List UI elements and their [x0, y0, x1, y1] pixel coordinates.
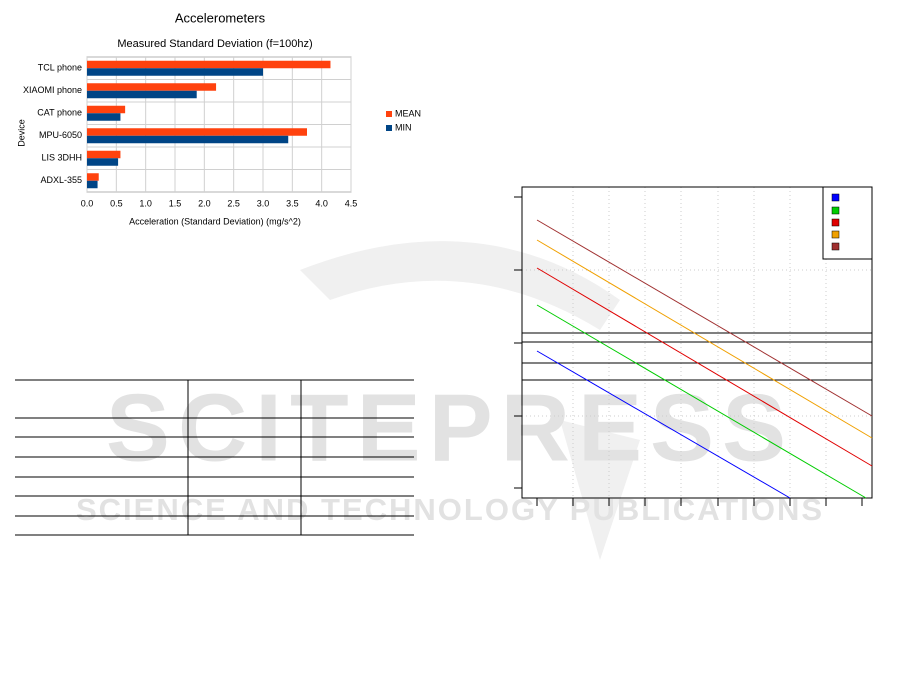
- bar: [87, 180, 98, 189]
- legend-swatch: [386, 125, 392, 131]
- legend-label: MIN: [395, 122, 412, 132]
- x-tick-label: 2.5: [227, 198, 240, 208]
- bar: [87, 128, 307, 136]
- bar: [87, 150, 121, 159]
- y-tick-label: ADXL-355: [40, 175, 82, 185]
- legend-swatch: [831, 242, 840, 251]
- x-tick-label: 2.0: [198, 198, 211, 208]
- bar: [87, 135, 289, 144]
- table: [15, 379, 414, 536]
- x-tick-label: 3.0: [257, 198, 270, 208]
- x-tick-label: 4.5: [345, 198, 358, 208]
- line: [536, 350, 791, 499]
- bar: [87, 113, 121, 121]
- bar-chart: 0.0 0.5 1.0 1.5 2.0 2.5 3.0 3.5 4.0 4.5 TCL phone X…: [23, 56, 421, 208]
- bar: [87, 173, 99, 181]
- legend-swatch: [831, 218, 840, 227]
- x-tick-label: 0.0: [81, 198, 94, 208]
- x-tick-label: 1.0: [139, 198, 152, 208]
- legend-swatch: [831, 193, 840, 202]
- line: [536, 219, 873, 417]
- watermark-title: SCITEPRESS: [106, 374, 794, 481]
- x-axis-label: Acceleration (Standard Deviation) (mg/s^…: [129, 216, 301, 226]
- y-tick-label: TCL phone: [38, 63, 82, 73]
- legend-swatch: [386, 111, 392, 117]
- chart-title: Accelerometers: [175, 10, 266, 25]
- x-tick-label: 3.5: [286, 198, 299, 208]
- y-tick-label: XIAOMI phone: [23, 85, 82, 95]
- x-tick-label: 1.5: [169, 198, 182, 208]
- bar: [87, 158, 119, 166]
- bar: [87, 60, 331, 69]
- line: [536, 304, 867, 499]
- bar: [87, 68, 263, 76]
- legend-swatch: [831, 230, 840, 239]
- y-tick-label: LIS 3DHH: [41, 153, 82, 163]
- legend-box: [822, 186, 873, 260]
- figure-right: [514, 186, 873, 506]
- legend-swatch: [831, 206, 840, 215]
- bar: [87, 105, 126, 114]
- legend-label: MEAN: [395, 108, 421, 118]
- watermark: SCITEPRESS SCIENCE AND TECHNOLOGY PUBLIC…: [76, 241, 822, 561]
- x-tick-label: 0.5: [110, 198, 123, 208]
- x-tick-label: 4.0: [315, 198, 328, 208]
- chart-subtitle: Measured Standard Deviation (f=100hz): [117, 38, 312, 50]
- y-axis-label: Device: [16, 119, 26, 147]
- line: [536, 267, 873, 467]
- y-tick-label: MPU-6050: [39, 130, 82, 140]
- bar: [87, 83, 217, 91]
- y-tick-label: CAT phone: [37, 108, 82, 118]
- bar: [87, 90, 197, 99]
- watermark-shape: [300, 241, 640, 561]
- line: [536, 239, 873, 439]
